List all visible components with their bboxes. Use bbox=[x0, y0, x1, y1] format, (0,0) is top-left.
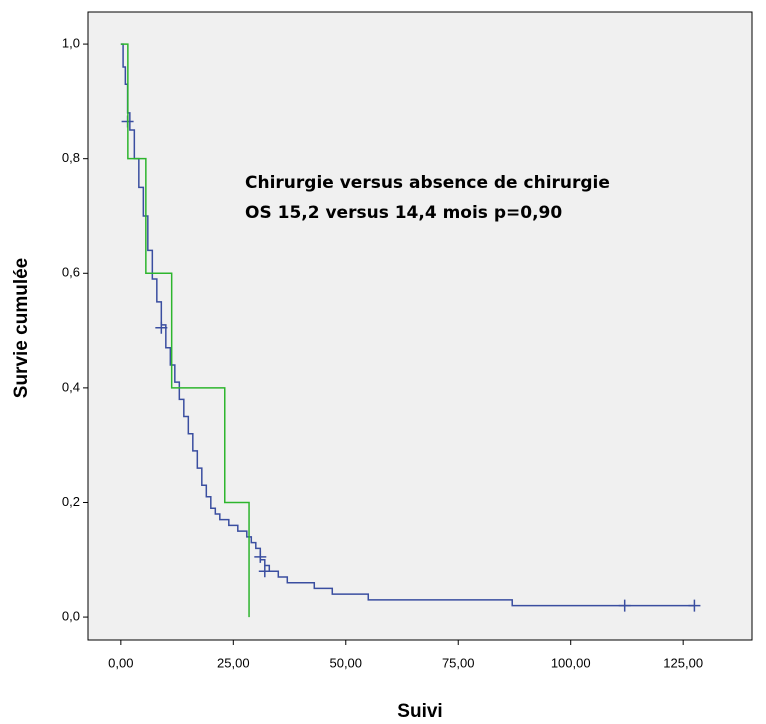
censor-mark bbox=[258, 565, 271, 578]
y-tick-label: 0,2 bbox=[62, 494, 80, 509]
x-tick-label: 25,00 bbox=[217, 655, 250, 670]
y-tick-label: 0,8 bbox=[62, 150, 80, 165]
x-tick-label: 125,00 bbox=[663, 655, 703, 670]
y-tick-label: 0,4 bbox=[62, 379, 80, 394]
survival-curve bbox=[120, 43, 250, 618]
censor-mark bbox=[688, 599, 701, 612]
annotation: OS 15,2 versus 14,4 mois p=0,90 bbox=[245, 203, 562, 223]
x-tick-label: 100,00 bbox=[551, 655, 591, 670]
censor-mark bbox=[254, 550, 267, 563]
x-tick-label: 50,00 bbox=[329, 655, 362, 670]
x-axis-title: Suivi bbox=[397, 701, 442, 722]
y-tick-label: 0,0 bbox=[62, 609, 80, 624]
x-tick-label: 75,00 bbox=[442, 655, 475, 670]
censor-mark bbox=[155, 321, 168, 334]
censor-mark bbox=[618, 599, 631, 612]
y-axis-title: Survie cumulée bbox=[11, 258, 32, 398]
y-tick-label: 1,0 bbox=[62, 36, 80, 51]
plot-area bbox=[87, 11, 753, 641]
annotation: Chirurgie versus absence de chirurgie bbox=[245, 173, 610, 193]
x-tick-label: 0,00 bbox=[108, 655, 133, 670]
y-tick-label: 0,6 bbox=[62, 265, 80, 280]
